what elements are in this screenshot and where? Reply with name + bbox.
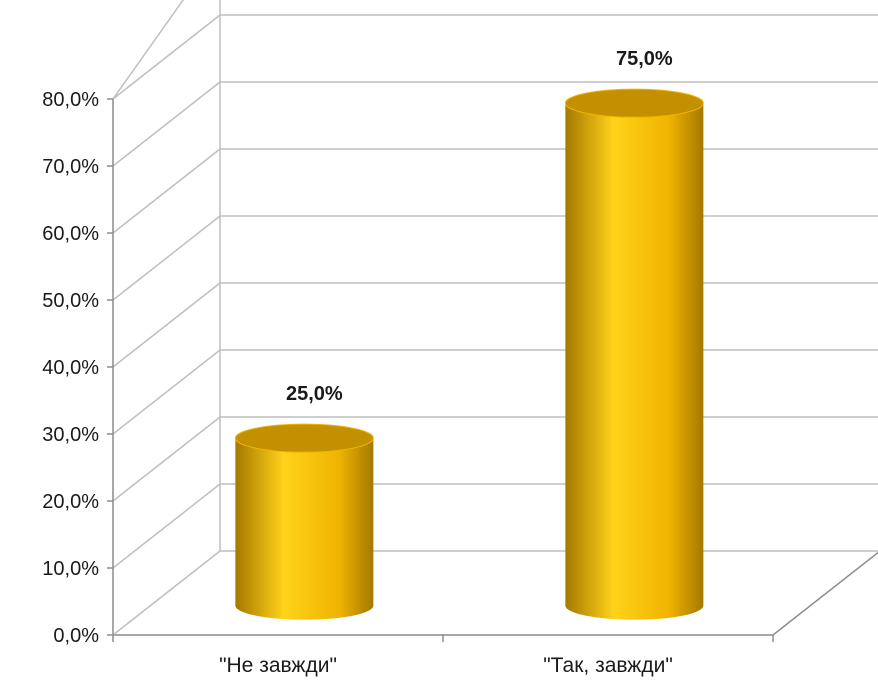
x-category-label: "Так, завжди" (543, 654, 673, 677)
gridline-diagonal (112, 14, 221, 100)
y-tick-label: 40,0% (42, 357, 99, 379)
chart-walls (113, 551, 878, 636)
bar-top (234, 423, 374, 453)
data-label: 75,0% (616, 48, 673, 70)
floor-edge (113, 551, 878, 636)
y-axis-tick-labels: 0,0% 10,0% 20,0% 30,0% 40,0% 50,0% 60,0% 70,0% 8… (42, 89, 99, 647)
gridline-diagonal (112, 349, 221, 435)
gridline-diagonal (112, 416, 221, 502)
gridline-diagonal (112, 483, 221, 569)
y-tick-label: 60,0% (42, 223, 99, 245)
y-tick-label: 10,0% (42, 558, 99, 580)
gridline-diagonal (112, 148, 221, 234)
gridline-diagonal (112, 215, 221, 301)
y-tick-label: 30,0% (42, 424, 99, 446)
data-label: 25,0% (286, 383, 343, 405)
gridline-diagonal (112, 282, 221, 368)
bars (234, 88, 704, 620)
bar-top (564, 88, 704, 118)
gridline-diagonal (112, 550, 221, 636)
y-tick-label: 0,0% (53, 625, 99, 647)
bar (235, 438, 374, 620)
y-tick-label: 20,0% (42, 491, 99, 513)
y-tick-label: 70,0% (42, 156, 99, 178)
x-category-label: "Не завжди" (219, 654, 337, 677)
axes (107, 98, 774, 642)
gridline-diagonal (112, 0, 185, 100)
gridline-diagonal (112, 81, 221, 167)
y-tick-label: 80,0% (42, 89, 99, 111)
gridlines (112, 0, 878, 636)
bar (565, 103, 704, 620)
y-tick-label: 50,0% (42, 290, 99, 312)
x-axis-category-labels: "Не завжди" "Так, завжди" (219, 654, 673, 677)
data-labels: 25,0% 75,0% (286, 48, 673, 405)
